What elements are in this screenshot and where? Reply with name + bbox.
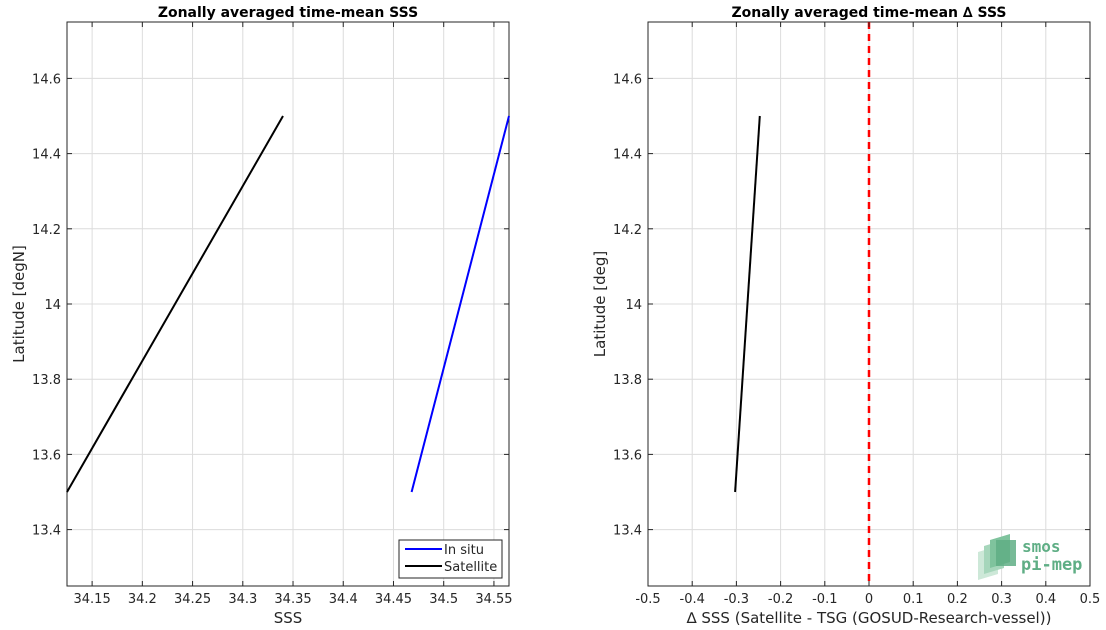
sss-latitude-plot: 34.15 34.2 34.25 34.3 34.35 34.4 34.45 34.5 34.5… (10, 5, 513, 627)
x-tick-label: -0.1 (812, 592, 837, 607)
x-tick-label: 0.2 (947, 592, 968, 607)
right-ticks: -0.5 -0.4 -0.3 -0.2 -0.1 0 0.1 0.2 0.3 0.4 0.5 13.4… (613, 22, 1100, 607)
x-tick-label: 0.4 (1035, 592, 1056, 607)
x-tick-label: 0.1 (903, 592, 924, 607)
y-tick-label: 14.2 (613, 223, 642, 238)
left-in-situ-line (410, 115, 510, 493)
x-tick-label: 34.2 (128, 592, 157, 607)
left-x-axis-label: SSS (274, 609, 303, 627)
y-tick-label: 13.6 (613, 448, 642, 463)
logo-text-pi-mep: pi-mep (1021, 555, 1082, 575)
x-tick-label: 0.5 (1080, 592, 1101, 607)
y-tick-label: 14.6 (613, 72, 642, 87)
y-tick-label: 13.6 (32, 448, 61, 463)
y-tick-label: 13.8 (32, 373, 61, 388)
x-tick-label: 34.35 (274, 592, 311, 607)
left-chart-title: Zonally averaged time-mean SSS (158, 5, 418, 21)
y-tick-label: 14.2 (32, 223, 61, 238)
x-tick-label: -0.4 (680, 592, 705, 607)
left-grid (67, 22, 509, 586)
logo-text-smos: smos (1022, 537, 1061, 556)
right-chart-title: Zonally averaged time-mean ∆ SSS (732, 5, 1007, 21)
y-tick-label: 14 (44, 298, 61, 313)
y-tick-label: 13.4 (613, 524, 642, 539)
y-tick-label: 14.4 (613, 148, 642, 163)
x-tick-label: -0.2 (768, 592, 793, 607)
y-tick-label: 14 (625, 298, 642, 313)
x-tick-label: 0 (865, 592, 873, 607)
left-ticks: 34.15 34.2 34.25 34.3 34.35 34.4 34.45 34.5 34.5… (32, 22, 513, 607)
x-tick-label: -0.3 (724, 592, 749, 607)
y-tick-label: 13.8 (613, 373, 642, 388)
delta-sss-latitude-plot: -0.5 -0.4 -0.3 -0.2 -0.1 0 0.1 0.2 0.3 0.4 0.5 13.4… (591, 5, 1100, 627)
right-y-axis-label: Latitude [deg] (591, 251, 609, 357)
y-tick-label: 14.4 (32, 148, 61, 163)
x-tick-label: 34.3 (228, 592, 257, 607)
left-legend: In situ Satellite (398, 539, 503, 579)
x-tick-label: 34.4 (329, 592, 358, 607)
right-series-1-line (734, 115, 761, 493)
y-tick-label: 13.4 (32, 524, 61, 539)
x-tick-label: 34.25 (174, 592, 211, 607)
x-tick-label: 34.5 (429, 592, 458, 607)
right-x-axis-label: ∆ SSS (Satellite - TSG (GOSUD-Research-v… (686, 609, 1052, 627)
y-tick-label: 14.6 (32, 72, 61, 87)
x-tick-label: -0.5 (635, 592, 660, 607)
logo-stack-icon (978, 534, 1016, 580)
x-tick-label: 34.15 (74, 592, 111, 607)
left-y-axis-label: Latitude [degN] (10, 245, 28, 363)
smos-pi-mep-logo: smos pi-mep (978, 534, 1082, 580)
right-series (734, 22, 871, 586)
x-tick-label: 34.45 (375, 592, 412, 607)
legend-satellite-label: Satellite (444, 560, 497, 575)
left-series (66, 115, 510, 493)
left-satellite-line (66, 115, 284, 493)
x-tick-label: 0.3 (991, 592, 1012, 607)
x-tick-label: 34.55 (475, 592, 512, 607)
legend-in-situ-label: In situ (444, 543, 484, 558)
